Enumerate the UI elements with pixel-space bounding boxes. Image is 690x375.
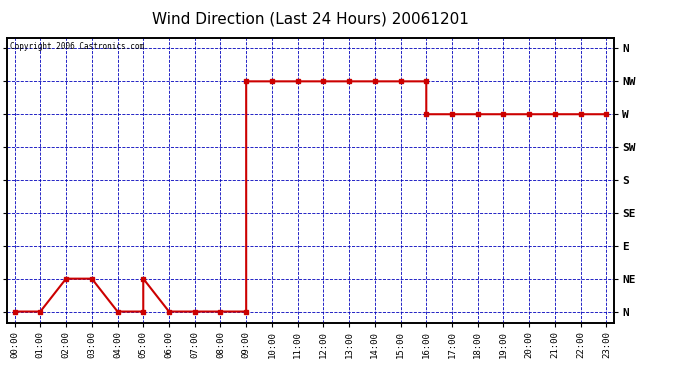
Text: Copyright 2006 Castronics.com: Copyright 2006 Castronics.com xyxy=(10,42,144,51)
Text: Wind Direction (Last 24 Hours) 20061201: Wind Direction (Last 24 Hours) 20061201 xyxy=(152,11,469,26)
